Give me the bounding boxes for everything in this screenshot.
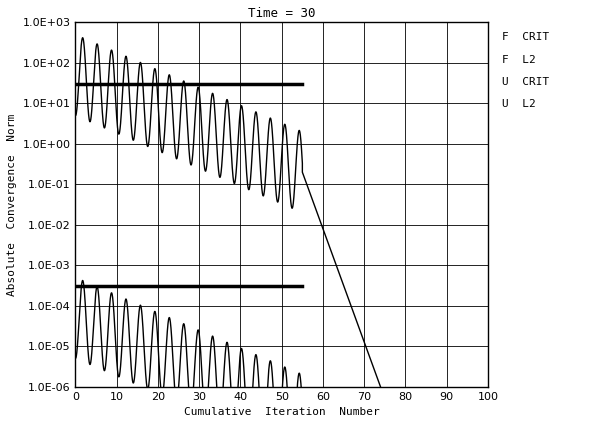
X-axis label: Cumulative  Iteration  Number: Cumulative Iteration Number xyxy=(184,407,379,417)
Title: Time = 30: Time = 30 xyxy=(248,7,315,20)
Y-axis label: Absolute  Convergence  Norm: Absolute Convergence Norm xyxy=(7,114,17,296)
Legend: F  CRIT, F  L2, U  CRIT, U  L2: F CRIT, F L2, U CRIT, U L2 xyxy=(498,28,554,114)
